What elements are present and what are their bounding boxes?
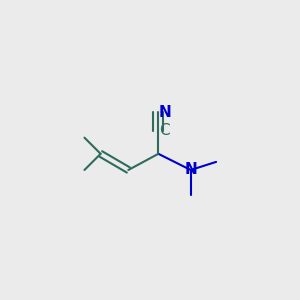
Text: N: N	[184, 163, 197, 178]
Text: N: N	[158, 105, 171, 120]
Text: C: C	[160, 123, 170, 138]
